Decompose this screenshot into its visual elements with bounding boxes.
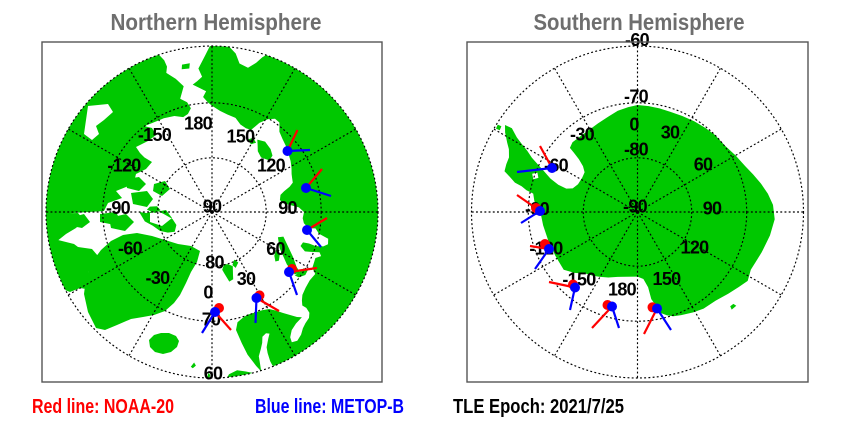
svg-text:-80: -80 [624, 140, 649, 160]
svg-text:180: 180 [608, 280, 637, 300]
svg-text:60: 60 [694, 155, 713, 175]
svg-text:-120: -120 [107, 156, 141, 176]
svg-text:30: 30 [661, 123, 680, 143]
svg-text:-90: -90 [106, 198, 131, 218]
svg-text:Red line: NOAA-20: Red line: NOAA-20 [32, 396, 174, 418]
svg-text:30: 30 [237, 269, 256, 289]
svg-text:180: 180 [184, 114, 213, 134]
svg-text:60: 60 [204, 364, 223, 384]
svg-text:TLE Epoch: 2021/7/25: TLE Epoch: 2021/7/25 [453, 396, 624, 418]
svg-text:0: 0 [203, 283, 213, 303]
svg-text:Northern Hemisphere: Northern Hemisphere [111, 9, 322, 35]
svg-text:-30: -30 [146, 268, 171, 288]
svg-text:90: 90 [278, 198, 297, 218]
svg-text:90: 90 [203, 197, 222, 217]
svg-text:-60: -60 [118, 239, 143, 259]
svg-text:120: 120 [257, 156, 286, 176]
svg-text:-70: -70 [624, 87, 649, 107]
svg-text:120: 120 [681, 238, 710, 258]
svg-text:0: 0 [629, 115, 639, 135]
svg-text:150: 150 [653, 269, 682, 289]
svg-text:Southern Hemisphere: Southern Hemisphere [534, 9, 745, 35]
svg-text:150: 150 [227, 127, 256, 147]
svg-text:80: 80 [205, 253, 224, 273]
svg-text:-90: -90 [623, 197, 648, 217]
svg-text:90: 90 [703, 199, 722, 219]
svg-text:-60: -60 [625, 30, 650, 50]
svg-text:-30: -30 [570, 125, 595, 145]
svg-text:Blue line: METOP-B: Blue line: METOP-B [255, 396, 404, 418]
svg-text:60: 60 [266, 239, 285, 259]
svg-text:-150: -150 [138, 125, 172, 145]
